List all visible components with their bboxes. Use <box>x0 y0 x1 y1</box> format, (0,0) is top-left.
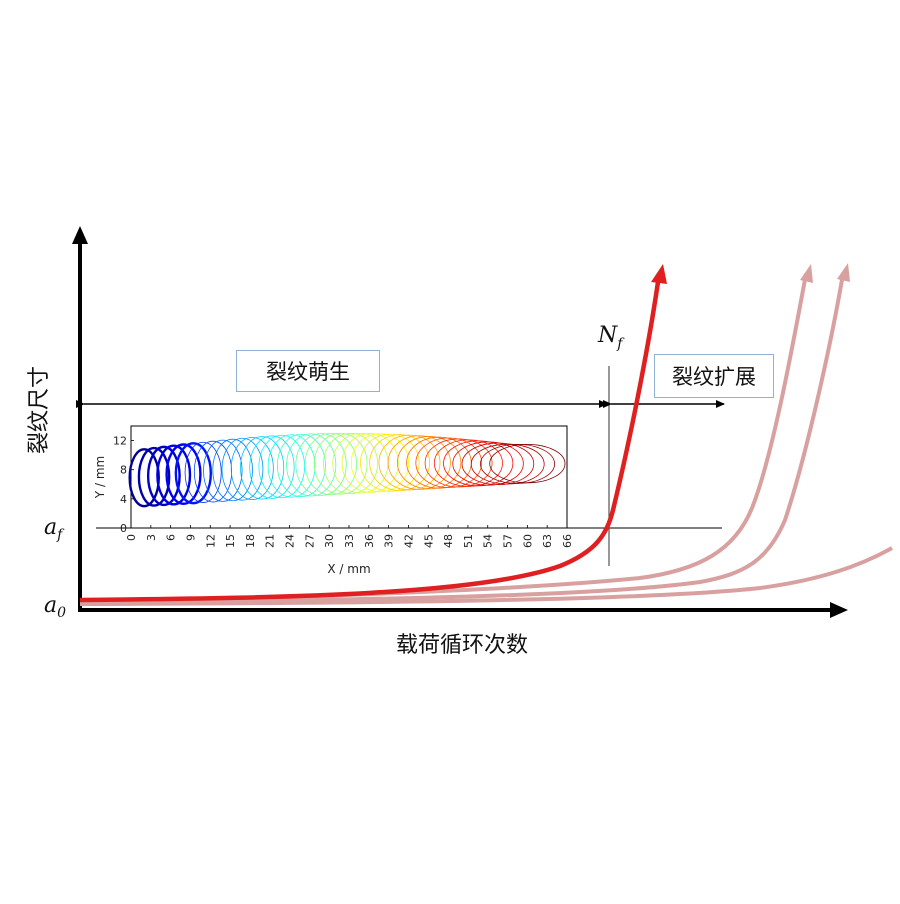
crack-front-contour <box>137 446 171 507</box>
crack-front-contour <box>424 438 493 488</box>
crack-front-contour <box>267 434 316 498</box>
inset-x-tick-label: 0 <box>125 534 138 541</box>
inset-x-ticks: 0 3 6 9 12 15 18 21 24 27 30 33 36 39 42 45 48 51 54 57 60 63… <box>125 525 574 548</box>
inset-x-tick-label: 24 <box>284 534 297 548</box>
a0-label: a0 <box>44 593 66 621</box>
inset-y-tick-label: 8 <box>120 464 127 477</box>
crack-front-contour <box>212 438 253 502</box>
inset-x-label: X / mm <box>327 562 370 576</box>
inset-x-tick-label: 66 <box>561 534 574 548</box>
inset-x-tick-label: 63 <box>541 534 554 548</box>
crack-front-contour <box>350 433 410 493</box>
inset-x-tick-label: 21 <box>264 534 277 548</box>
crack-front-contour <box>184 441 222 503</box>
crack-front-contour <box>174 442 213 505</box>
y-axis-arrow <box>72 226 88 244</box>
propagation-phase-label: 裂纹扩展 <box>654 354 774 398</box>
x-axis-arrow <box>830 602 848 618</box>
crack-front-contour <box>295 433 347 496</box>
inset-plot-background <box>130 425 568 529</box>
crack-front-contour <box>323 432 378 494</box>
inset-y-label: Y / mm <box>93 456 107 499</box>
faded-growth-curve-2 <box>79 273 845 605</box>
inset-x-tick-label: 54 <box>482 534 495 548</box>
crack-front-contour <box>240 436 285 500</box>
x-axis-label: 载荷循环次数 <box>396 633 528 658</box>
inset-y-tick-label: 12 <box>113 435 127 448</box>
crack-front-contour <box>470 443 545 485</box>
crack-front-contour <box>128 448 160 508</box>
crack-front-contour <box>396 436 462 490</box>
crack-front-contour <box>313 432 368 495</box>
initiation-phase-label: 裂纹萌生 <box>236 350 380 392</box>
inset-x-tick-label: 15 <box>224 534 237 548</box>
crack-front-contour <box>415 437 483 489</box>
faded-growth-curve-2-arrowhead <box>837 263 850 282</box>
crack-front-contour <box>304 433 358 496</box>
inset-x-tick-label: 6 <box>165 534 178 541</box>
crack-front-contour <box>146 445 181 507</box>
inset-x-tick-label: 51 <box>462 534 475 548</box>
crack-front-inset: 0 3 6 9 12 15 18 21 24 27 30 33 36 39 42 45 48 51 54 57 60 63… <box>113 425 574 548</box>
crack-front-contour <box>341 433 399 493</box>
crack-front-contour <box>221 437 264 501</box>
crack-front-contour <box>387 435 451 490</box>
main-growth-curve-arrowhead <box>651 264 667 284</box>
inset-x-tick-label: 39 <box>383 534 396 548</box>
inset-y-tick-label: 4 <box>120 493 127 506</box>
crack-front-contour <box>360 433 420 492</box>
y-axis-label: 裂纹尺寸 <box>27 366 52 454</box>
crack-front-contours <box>128 432 566 508</box>
crack-front-contour <box>165 443 202 505</box>
crack-front-contour <box>203 439 243 502</box>
crack-front-contour <box>461 442 535 486</box>
crack-front-contour <box>156 444 192 506</box>
crack-front-contour <box>480 443 556 484</box>
inset-x-tick-label: 12 <box>204 534 217 548</box>
crack-front-contour <box>452 441 524 486</box>
inset-x-tick-label: 27 <box>303 534 316 548</box>
inset-x-tick-label: 3 <box>145 534 158 541</box>
crack-front-contour <box>258 434 305 499</box>
crack-front-contour <box>230 437 274 500</box>
inset-x-tick-label: 48 <box>442 534 455 548</box>
inset-x-tick-label: 57 <box>502 534 515 548</box>
crack-front-contour <box>433 439 503 487</box>
faded-growth-curve-3 <box>79 546 893 606</box>
crack-front-contour <box>286 433 337 497</box>
inset-x-tick-label: 36 <box>363 534 376 548</box>
nf-label: Nf <box>597 323 625 352</box>
inset-x-tick-label: 9 <box>184 534 197 541</box>
crack-front-contour <box>369 434 430 491</box>
crack-front-contour <box>276 433 326 497</box>
crack-front-contour <box>489 443 566 484</box>
af-label: af <box>44 515 65 543</box>
inset-x-tick-label: 45 <box>422 534 435 548</box>
inset-y-tick-label: 0 <box>120 522 127 535</box>
inset-x-tick-label: 33 <box>343 534 356 548</box>
crack-front-contour <box>443 440 514 487</box>
inset-y-ticks: 0 4 8 12 <box>113 435 134 535</box>
inset-x-tick-label: 18 <box>244 534 257 548</box>
inset-x-tick-label: 42 <box>402 534 415 548</box>
inset-x-tick-label: 30 <box>323 534 336 548</box>
faded-growth-curve-1-arrowhead <box>800 264 813 283</box>
crack-front-contour <box>378 434 441 491</box>
inset-x-tick-label: 60 <box>521 534 534 548</box>
main-growth-curve <box>79 281 661 603</box>
crack-front-contour <box>249 435 295 499</box>
